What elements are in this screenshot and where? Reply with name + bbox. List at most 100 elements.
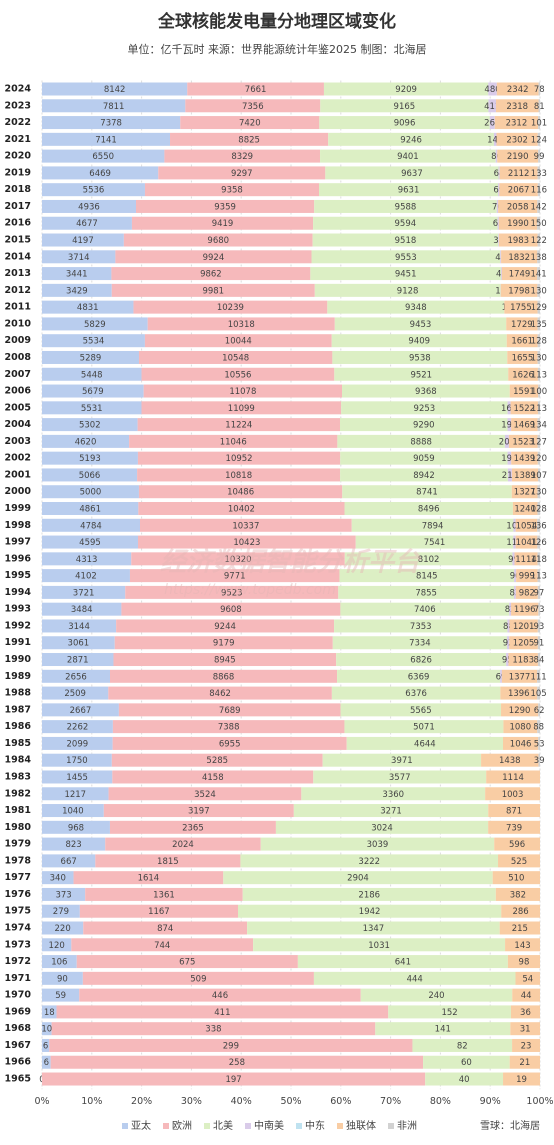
footer: 雪球：北海居 <box>480 1119 540 1132</box>
value-label: 9631 <box>398 186 420 196</box>
value-label: 7141 <box>95 135 117 145</box>
bar-segment <box>338 585 515 599</box>
value-label: 411 <box>214 1008 230 1018</box>
bar-segment <box>495 887 540 901</box>
bar-segment <box>275 820 489 834</box>
value-label: 4197 <box>72 236 94 246</box>
y-tick-label: 1990 <box>5 654 32 665</box>
value-label: 92 <box>503 639 514 649</box>
value-label: 8945 <box>214 656 236 666</box>
bar-segment <box>514 552 538 566</box>
x-tick-label: 70% <box>380 1096 401 1107</box>
value-label: 9059 <box>413 454 435 464</box>
value-label: 8462 <box>209 689 231 699</box>
value-label: 3061 <box>68 639 90 649</box>
bar-segment <box>515 971 540 985</box>
bar-segment <box>135 199 315 213</box>
bar-segment <box>170 132 329 146</box>
bar-segment <box>42 502 139 515</box>
bar-segment <box>339 569 515 583</box>
legend-label: 非洲 <box>397 1120 417 1132</box>
bar-segment <box>314 283 501 297</box>
bar-segment <box>334 619 508 633</box>
bar-segment <box>42 283 112 297</box>
value-label: 6826 <box>410 656 432 666</box>
value-label: 9981 <box>202 286 224 296</box>
bar-segment <box>238 904 502 918</box>
value-label: 5531 <box>81 404 103 414</box>
value-label: 1031 <box>368 941 390 951</box>
bar-segment <box>42 451 138 465</box>
value-label: 152 <box>441 1008 457 1018</box>
y-tick-label: 1966 <box>5 1057 32 1068</box>
legend-label: 独联体 <box>346 1119 376 1132</box>
bar-segment <box>509 384 539 398</box>
bar-segment <box>485 787 540 801</box>
value-label: 9368 <box>415 387 437 397</box>
value-label: 3360 <box>382 790 404 800</box>
value-label: 4102 <box>75 572 97 582</box>
value-label: 9348 <box>405 303 427 313</box>
bar-segment <box>488 820 540 834</box>
value-label: 1749 <box>509 270 531 280</box>
bar-segment <box>508 367 538 381</box>
bar-segment <box>42 871 74 885</box>
bar-segment <box>118 703 341 717</box>
bar-segment <box>506 317 538 331</box>
bar-segment <box>537 502 540 515</box>
bar-segment <box>500 686 538 700</box>
value-label: 6550 <box>92 152 114 162</box>
value-label: 128 <box>531 505 547 515</box>
bar-segment <box>42 887 86 901</box>
value-label: 142 <box>531 202 547 212</box>
bar-segment <box>42 1005 57 1019</box>
bar-segment <box>537 653 540 667</box>
value-label: 999 <box>519 572 535 582</box>
value-label: 9096 <box>394 119 416 129</box>
bar-segment <box>537 233 540 247</box>
value-label: 10337 <box>232 521 259 531</box>
value-label: 44 <box>521 991 532 1001</box>
value-label: 95 <box>502 656 513 666</box>
bar-segment <box>180 116 320 130</box>
bar-segment <box>537 367 540 381</box>
bar-segment <box>538 149 540 163</box>
value-label: 84 <box>534 656 545 666</box>
bar-segment <box>42 434 130 448</box>
bar-segment <box>42 904 80 918</box>
bar-segment <box>42 300 134 314</box>
bar-segment <box>537 250 540 264</box>
value-label: 1798 <box>508 286 530 296</box>
bar-segment <box>42 149 165 163</box>
value-label: 1003 <box>502 790 524 800</box>
value-label: 53 <box>534 739 545 749</box>
value-label: 8868 <box>213 672 235 682</box>
value-label: 7353 <box>410 622 432 632</box>
x-tick-label: 100% <box>526 1096 553 1107</box>
value-label: 1054 <box>516 521 538 531</box>
bar-segment <box>301 787 486 801</box>
bar-segment <box>537 300 540 314</box>
value-label: 129 <box>531 303 547 313</box>
value-label: 5448 <box>81 370 103 380</box>
value-label: 10402 <box>228 505 255 515</box>
value-label: 4861 <box>79 505 101 515</box>
y-tick-label: 1984 <box>5 755 32 766</box>
y-tick-label: 1973 <box>5 939 31 950</box>
value-label: 1591 <box>513 387 535 397</box>
value-label: 1167 <box>148 907 170 917</box>
bar-segment <box>538 82 540 96</box>
bar-segment <box>125 585 339 599</box>
value-label: 10556 <box>224 370 251 380</box>
bar-segment <box>538 753 540 767</box>
x-tick-label: 30% <box>181 1096 202 1107</box>
bar-segment <box>497 216 499 230</box>
value-label: 9358 <box>221 186 243 196</box>
value-label: 1396 <box>508 689 530 699</box>
bar-segment <box>537 267 540 281</box>
bar-segment <box>164 149 321 163</box>
value-label: 106 <box>51 958 67 968</box>
chart-title: 全球核能发电量分地理区域变化 <box>157 11 396 32</box>
bar-segment <box>42 384 144 398</box>
value-label: 7334 <box>409 639 431 649</box>
